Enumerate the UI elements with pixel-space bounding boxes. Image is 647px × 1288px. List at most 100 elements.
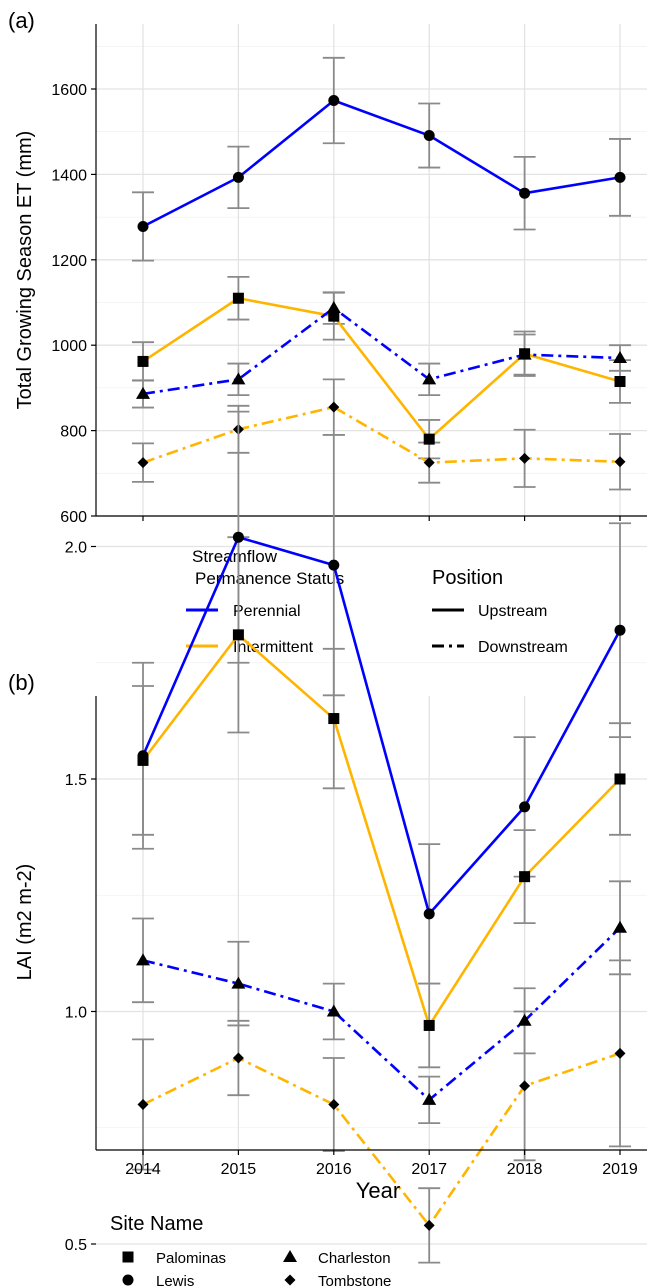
legend-diamond-marker (284, 1274, 296, 1286)
x-tick-label: 2017 (411, 1161, 447, 1178)
x-tick-label: 2019 (602, 1161, 638, 1178)
data-point-circle (423, 130, 435, 142)
legend-status-title-line1: Streamflow (192, 547, 278, 566)
data-point-triangle (136, 386, 150, 399)
data-point-square (614, 773, 626, 785)
legend-downstream-label: Downstream (478, 639, 568, 656)
series-line-triangle (142, 926, 621, 1102)
data-point-diamond (614, 1047, 626, 1059)
data-point-circle (232, 531, 244, 543)
data-point-square (614, 375, 626, 387)
data-point-diamond (614, 456, 626, 468)
y-tick-label: 600 (60, 509, 87, 526)
data-point-diamond (137, 1099, 149, 1110)
data-point-square (423, 1019, 435, 1031)
x-tick-label: 2016 (316, 1161, 352, 1178)
data-point-circle (614, 624, 626, 636)
legend-site-markers (122, 1250, 297, 1286)
x-tick-label: 2014 (125, 1161, 161, 1178)
x-tick-label: 2015 (221, 1161, 257, 1178)
data-point-square (328, 310, 340, 322)
data-point-triangle (326, 1004, 341, 1017)
data-point-square (423, 433, 435, 445)
data-point-circle (232, 171, 244, 183)
data-point-square (519, 871, 531, 883)
data-point-circle (423, 908, 435, 920)
panel-a-lines (142, 99, 621, 464)
panel-a-markers (136, 95, 627, 469)
data-point-triangle (517, 347, 532, 360)
data-point-triangle (422, 372, 437, 385)
panel-a-x-ticks (142, 516, 621, 521)
legend-tombstone-label: Tombstone (318, 1273, 391, 1288)
data-point-circle (519, 801, 531, 813)
series-line-triangle (142, 306, 621, 396)
panel-b-errorbars (132, 410, 631, 1264)
panel-a-grid (96, 24, 647, 517)
data-point-triangle (326, 301, 341, 314)
data-point-circle (328, 559, 340, 571)
legend-position: Position Upstream Downstream (432, 567, 568, 656)
data-point-diamond (423, 457, 435, 469)
legend-triangle-marker (283, 1250, 297, 1262)
data-point-diamond (519, 452, 531, 464)
panel-a-label: (a) (8, 8, 35, 33)
panel-b-x-ticks: 2014 2015 2016 2017 2018 2019 (125, 1150, 638, 1178)
y-tick-label: 1000 (51, 338, 87, 355)
y-tick-label: 0.5 (65, 1237, 87, 1254)
data-point-circle (519, 187, 531, 199)
data-point-circle (614, 171, 626, 183)
panel-b-lines (141, 535, 622, 1227)
panel-b-y-ticks: 0.5 1.0 1.5 2.0 (65, 540, 96, 1254)
series-line-diamond (142, 1052, 621, 1227)
data-point-diamond (519, 1080, 531, 1092)
data-point-square (232, 629, 244, 641)
data-point-circle (328, 95, 340, 107)
data-point-circle (137, 220, 149, 232)
panel-b-label: (b) (8, 670, 35, 695)
legend-position-title: Position (432, 567, 503, 589)
legend-site-title: Site Name (110, 1213, 203, 1235)
data-point-square (137, 355, 149, 367)
legend-circle-marker (122, 1274, 134, 1286)
data-point-square (232, 292, 244, 304)
legend-upstream-label: Upstream (478, 603, 547, 620)
panel-b: (b) 0.51.01.52.0 2014 2015 2016 2017 2018 201… (8, 410, 647, 1264)
series-line-circle (142, 99, 621, 228)
y-tick-label: 800 (60, 424, 87, 441)
data-point-square (328, 713, 340, 725)
legend-square-marker (122, 1251, 134, 1263)
data-point-diamond (328, 401, 340, 413)
panel-b-y-axis-title: LAI (m2 m-2) (14, 864, 36, 981)
data-point-diamond (137, 457, 149, 469)
legend-lewis-label: Lewis (156, 1273, 194, 1288)
y-tick-label: 1.5 (65, 772, 87, 789)
data-point-diamond (423, 1219, 435, 1231)
y-tick-label: 1400 (51, 167, 87, 184)
x-tick-label: 2018 (507, 1161, 543, 1178)
series-line-square (142, 296, 621, 441)
data-point-square (137, 754, 149, 766)
legend-site: Site Name Palominas Charleston Lewis Tom… (110, 1213, 391, 1288)
panel-b-markers (136, 531, 627, 1231)
panel-a-y-ticks: 600 800 1000 1200 1400 1600 (51, 82, 96, 526)
panel-a: (a) 600 800 1000 1200 1400 1600 Total Growing… (8, 8, 647, 526)
legend-intermittent-label: Intermittent (233, 639, 314, 656)
y-tick-label: 2.0 (65, 540, 87, 557)
series-line-circle (141, 535, 622, 916)
data-point-triangle (231, 372, 246, 385)
legend-perennial-label: Perennial (233, 603, 301, 620)
data-point-diamond (232, 1052, 244, 1064)
data-point-triangle (613, 351, 627, 364)
y-tick-label: 1.0 (65, 1005, 87, 1022)
legend-palominas-label: Palominas (156, 1250, 226, 1267)
data-point-triangle (136, 953, 150, 966)
data-point-triangle (231, 976, 246, 989)
data-point-diamond (328, 1099, 340, 1110)
legend-charleston-label: Charleston (318, 1250, 391, 1267)
y-tick-label: 1600 (51, 82, 87, 99)
panel-a-errorbars (132, 56, 631, 491)
data-point-triangle (517, 1013, 532, 1026)
data-point-triangle (613, 920, 627, 933)
